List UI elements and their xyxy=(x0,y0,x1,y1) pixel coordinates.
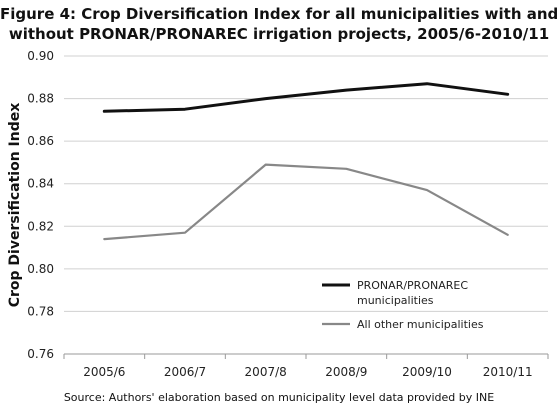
x-tick-label: 2006/7 xyxy=(164,365,206,379)
series-line-0 xyxy=(102,82,510,113)
series-line-1 xyxy=(103,163,509,241)
x-tick-label: 2005/6 xyxy=(83,365,125,379)
y-tick-label: 0.86 xyxy=(27,134,54,148)
y-tick-label: 0.82 xyxy=(27,219,54,233)
legend-label-0: municipalities xyxy=(357,294,434,307)
y-tick-label: 0.78 xyxy=(27,304,54,318)
x-tick-label: 2008/9 xyxy=(325,365,367,379)
legend: PRONAR/PRONAREC municipalities All other m… xyxy=(322,279,484,331)
y-tick-label: 0.84 xyxy=(27,177,54,191)
y-tick-label: 0.76 xyxy=(27,347,54,361)
y-tick-label: 0.90 xyxy=(27,49,54,63)
chart-title-line-2: without PRONAR/PRONAREC irrigation proje… xyxy=(8,25,550,43)
y-axis-label: Crop Diversification Index xyxy=(7,103,23,308)
chart-title: Figure 4: Crop Diversification Index for… xyxy=(0,4,558,44)
source-note: Source: Authors' elaboration based on mu… xyxy=(63,391,495,404)
x-tick-label: 2009/10 xyxy=(402,365,452,379)
x-tick-label: 2007/8 xyxy=(245,365,287,379)
gridlines xyxy=(64,55,548,355)
x-tick-label: 2010/11 xyxy=(483,365,533,379)
y-tick-label: 0.80 xyxy=(27,262,54,276)
axes: 0.76 0.78 0.80 0.82 0.84 0.86 0.88 0.90 2005/6 20… xyxy=(7,49,549,379)
chart-title-line-1: Figure 4: Crop Diversification Index for… xyxy=(0,5,558,23)
legend-label-0: PRONAR/PRONAREC xyxy=(357,279,468,292)
legend-label-1: All other municipalities xyxy=(357,318,484,331)
series-lines xyxy=(102,82,510,241)
y-tick-label: 0.88 xyxy=(27,92,54,106)
